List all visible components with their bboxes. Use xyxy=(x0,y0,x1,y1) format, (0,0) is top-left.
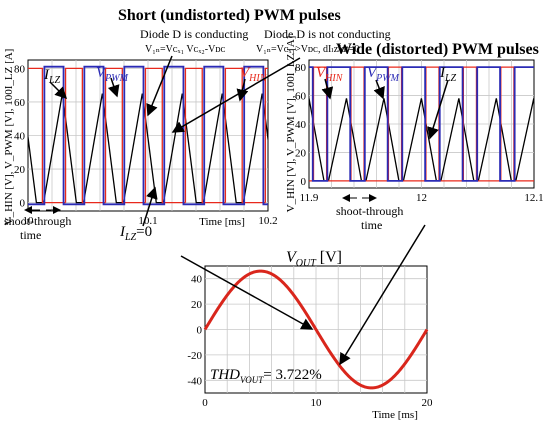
right-xtick-label: 11.9 xyxy=(300,192,319,204)
bottom-series-vout xyxy=(203,269,429,390)
shoot-through-arrows xyxy=(24,194,377,214)
left-shoot-through-label: shoot-through xyxy=(4,214,71,228)
svg-text:ILZ: ILZ xyxy=(439,65,457,84)
arrow-ilz-right xyxy=(427,79,449,140)
svg-text:ILZ=0: ILZ=0 xyxy=(119,224,152,243)
right-ytick-label: 0 xyxy=(301,176,307,188)
right-ytick-label: 20 xyxy=(295,147,307,159)
thd-annotation: THDVOUT= 3.722% xyxy=(210,367,322,385)
left-label-vpwm: VPWM xyxy=(96,65,129,84)
ilz-zero-label: ILZ=0 xyxy=(119,224,152,243)
bottom-xtick-label: 0 xyxy=(202,397,208,409)
right-xtick-label: 12 xyxy=(416,192,427,204)
left-xtick-label: 10 xyxy=(23,215,35,227)
bottom-ytick-label: 0 xyxy=(197,325,203,337)
bottom-ytick-label: 40 xyxy=(191,274,203,286)
right-chart-title: Wide (distorted) PWM pulses xyxy=(336,41,539,58)
arrow-diode-off xyxy=(171,57,301,133)
bottom-chart-title: VOUT [V] xyxy=(286,249,342,269)
left-ytick-label: 40 xyxy=(14,131,26,143)
left-ytick-label: 80 xyxy=(14,63,26,75)
svg-text:VPWM: VPWM xyxy=(367,65,400,84)
right-shoot-through-time: time xyxy=(361,218,382,232)
svg-text:VHIN: VHIN xyxy=(240,65,268,84)
left-series-group xyxy=(28,65,268,206)
right-ylabel: V_HIN [V], V_PWM [V], 100I_LZ [A] xyxy=(285,36,297,213)
right-series-ilz xyxy=(309,98,534,182)
annotation-diode-not-conducting-eq: V₁ₙ=Vᴄₓ₁>Vᴅᴄ, dIₗᴢ/dt=0 xyxy=(256,44,359,55)
right-label-vhin: VHIN xyxy=(316,65,344,84)
bottom-xlabel: Time [ms] xyxy=(372,409,418,421)
arrow-vpwm-right xyxy=(373,79,385,100)
annotation-diode-conducting: Diode D is conducting xyxy=(140,27,248,41)
left-shoot-through-time: time xyxy=(20,228,41,242)
right-series-group xyxy=(309,66,534,182)
bottom-ytick-label: -20 xyxy=(187,350,202,362)
left-chart-title: Short (undistorted) PWM pulses xyxy=(118,7,341,24)
right-ytick-label: 80 xyxy=(295,62,307,74)
arrow-vhin-left xyxy=(236,78,249,102)
right-ytick-label: 40 xyxy=(295,119,307,131)
right-label-vpwm: VPWM xyxy=(367,65,400,84)
arrow-vpwm-left xyxy=(107,77,120,98)
right-series-vpwm xyxy=(309,66,534,182)
bottom-ytick-label: -40 xyxy=(187,375,202,387)
left-series-ilz xyxy=(28,93,268,204)
left-ytick-label: 60 xyxy=(14,97,26,109)
bottom-ytick-label: 20 xyxy=(191,299,203,311)
arrow-vhin-right xyxy=(321,78,334,100)
left-xtick-label: 10.2 xyxy=(258,215,277,227)
left-xlabel: Time [ms] xyxy=(199,216,245,228)
svg-text:VPWM: VPWM xyxy=(96,65,129,84)
left-ytick-label: 20 xyxy=(14,164,26,176)
svg-text:THDVOUT= 3.722%: THDVOUT= 3.722% xyxy=(210,367,322,385)
svg-text:VOUT [V]: VOUT [V] xyxy=(286,249,342,269)
svg-text:VHIN: VHIN xyxy=(316,65,344,84)
left-label-ilz: ILZ xyxy=(43,67,61,86)
left-label-vhin: VHIN xyxy=(240,65,268,84)
left-ylabel: V_HIN [V], V_PWM [V], 100I_LZ [A] xyxy=(3,49,15,226)
left-ytick-label: 0 xyxy=(20,198,26,210)
bottom-chart: -40 -20 0 20 40 0 10 20 Time [ms] xyxy=(187,265,434,421)
right-shoot-through-label: shoot-through xyxy=(336,204,403,218)
arrow-ilz-zero xyxy=(142,186,158,227)
right-ytick-label: 60 xyxy=(295,91,307,103)
arrow-diode-on xyxy=(146,55,173,117)
left-series-vpwm xyxy=(28,65,268,206)
annotation-diode-not-conducting: Diode D is not conducting xyxy=(264,27,391,41)
left-series-vhin xyxy=(28,67,268,204)
right-label-ilz: ILZ xyxy=(439,65,457,84)
arrow-right-to-bottom xyxy=(339,224,426,366)
arrow-left-to-bottom xyxy=(180,255,314,330)
right-xtick-label: 12.1 xyxy=(524,192,543,204)
svg-text:ILZ: ILZ xyxy=(43,67,61,86)
annotation-diode-conducting-eq: V₁ₙ=Vᴄₓ₁ Vᴄₓ₂-Vᴅᴄ xyxy=(145,44,226,55)
arrow-ilz-left xyxy=(49,81,68,100)
bottom-xtick-label: 10 xyxy=(311,397,323,409)
right-chart: 0 20 40 60 80 11.9 12 12.1 V_HIN [V], V_PWM [V],… xyxy=(285,36,544,213)
annotation-arrows xyxy=(49,55,449,366)
bottom-xtick-label: 20 xyxy=(422,397,434,409)
